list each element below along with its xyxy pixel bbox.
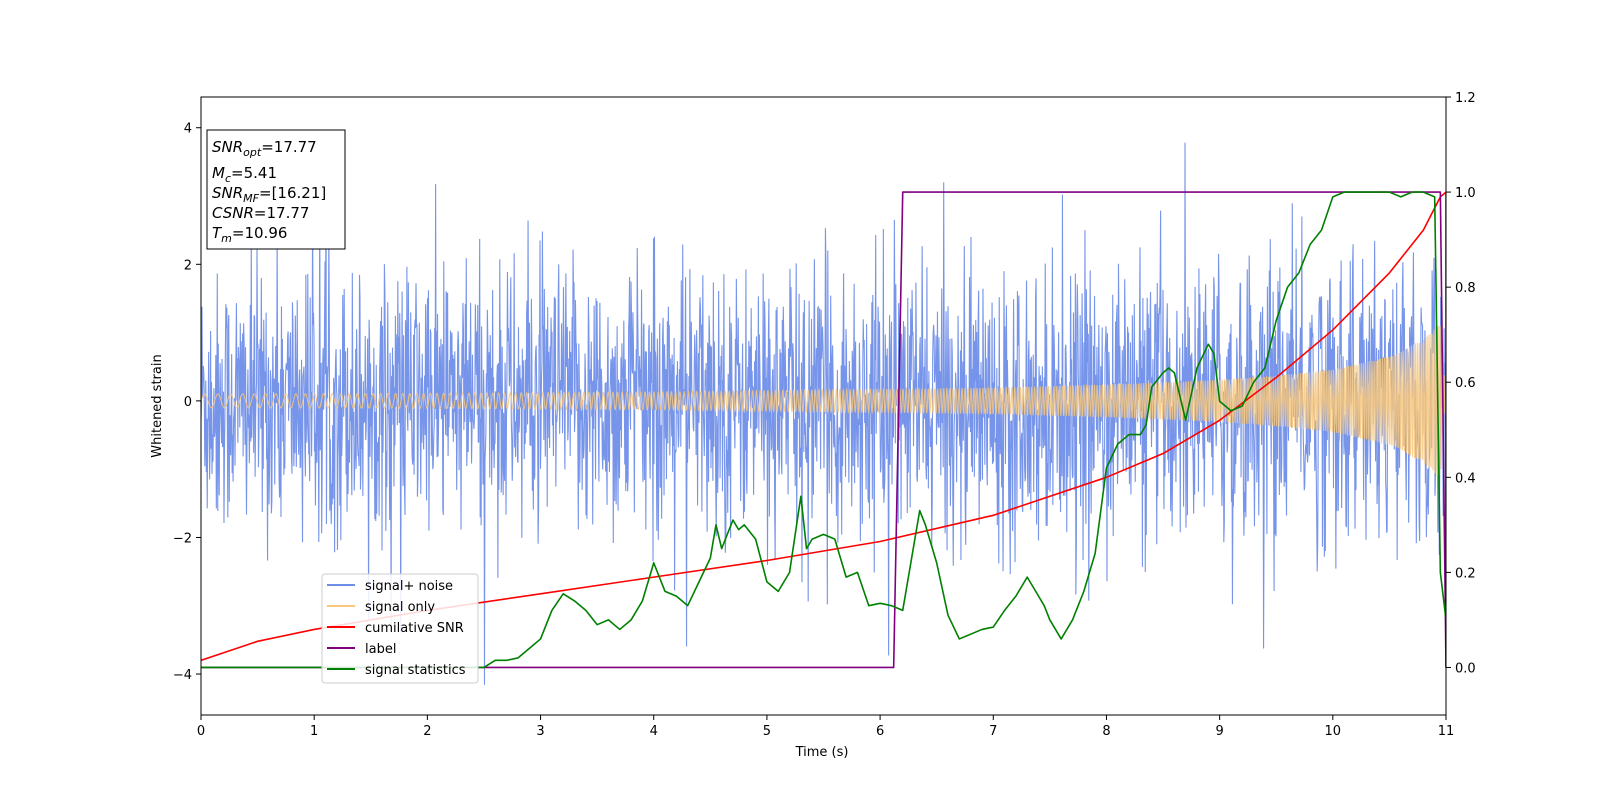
- legend-label-label: label: [365, 642, 396, 657]
- x-tick-label: 5: [763, 724, 771, 739]
- x-tick-label: 3: [536, 724, 544, 739]
- y2-tick-label: 1.2: [1455, 91, 1476, 106]
- plot-frame: [200, 96, 1447, 716]
- stats-box: SNRopt=17.77 Mc=5.41 SNRMF=[16.21] CSNR=…: [206, 129, 346, 250]
- y-tick-label: 2: [184, 258, 192, 273]
- y2-tick-label: 0.8: [1455, 281, 1476, 296]
- legend-label-cumulative-snr: cumilative SNR: [365, 621, 464, 636]
- legend-label-signal-only: signal only: [365, 600, 435, 615]
- legend-frame: [321, 573, 479, 684]
- series-signal-only-line: [201, 325, 1446, 476]
- x-axis: 0 1 2 3 4 5 6 7 8 9 10 11: [197, 715, 1454, 739]
- y2-tick-label: 0.2: [1455, 566, 1476, 581]
- legend-label-signal-noise: signal+ noise: [365, 579, 453, 594]
- stat-snr-mf: SNRMF=[16.21]: [212, 184, 326, 205]
- y-tick-label: −4: [173, 668, 192, 683]
- y2-tick-label: 0.4: [1455, 471, 1476, 486]
- y2-tick-label: 1.0: [1455, 186, 1476, 201]
- x-tick-label: 10: [1325, 724, 1342, 739]
- y-axis-right: 0.0 0.2 0.4 0.6 0.8 1.0 1.2: [1446, 91, 1476, 676]
- stat-csnr: CSNR=17.77: [212, 204, 309, 222]
- x-tick-label: 2: [423, 724, 431, 739]
- y-axis-label: Whitened strain: [150, 354, 165, 457]
- series-signal-statistics-line: [201, 191, 1446, 669]
- y-axis-left: −4 −2 0 2 4: [173, 122, 201, 683]
- y2-tick-label: 0.0: [1455, 661, 1476, 676]
- y-tick-label: 4: [184, 122, 192, 137]
- x-tick-label: 7: [989, 724, 997, 739]
- x-axis-label: Time (s): [795, 745, 849, 760]
- x-tick-label: 6: [876, 724, 884, 739]
- stat-mc: Mc=5.41: [212, 164, 277, 185]
- legend-label-signal-statistics: signal statistics: [365, 663, 466, 678]
- stat-snr-opt: SNRopt=17.77: [212, 138, 317, 159]
- x-tick-label: 1: [310, 724, 318, 739]
- x-tick-label: 9: [1215, 724, 1223, 739]
- x-tick-label: 8: [1102, 724, 1110, 739]
- y2-tick-label: 0.6: [1455, 376, 1476, 391]
- x-tick-label: 4: [650, 724, 658, 739]
- x-tick-label: 0: [197, 724, 205, 739]
- y-tick-label: 0: [184, 395, 192, 410]
- stat-tm: Tm=10.96: [212, 224, 287, 245]
- legend: signal+ noise signal only cumilative SNR…: [321, 573, 479, 684]
- y-tick-label: −2: [173, 531, 192, 546]
- series-label-line: [201, 191, 1446, 669]
- stats-box-frame: [206, 129, 346, 250]
- x-tick-label: 11: [1438, 724, 1455, 739]
